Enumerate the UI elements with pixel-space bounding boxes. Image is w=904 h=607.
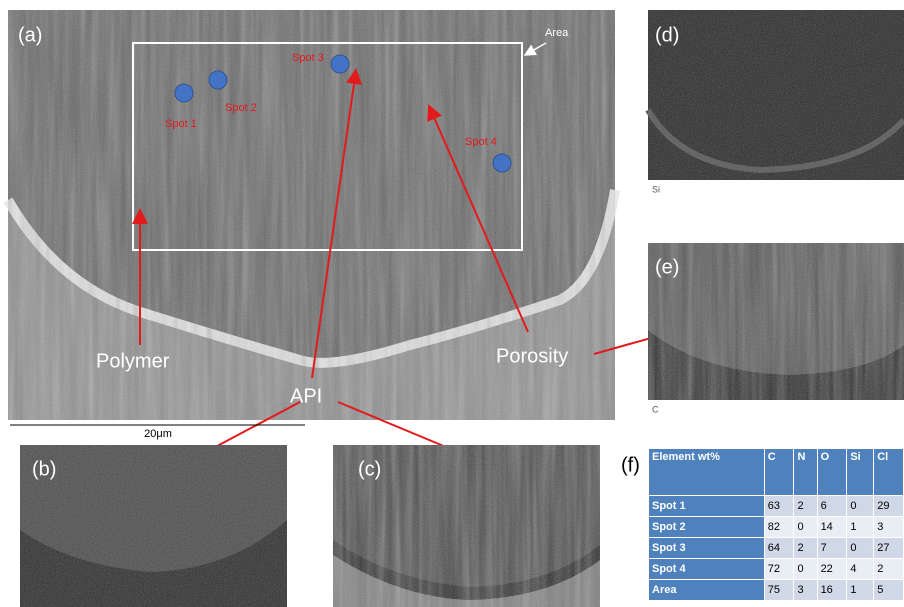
table-cell: 63 [764, 496, 794, 517]
table-cell: 1 [847, 517, 874, 538]
panel-label: (b) [32, 458, 56, 480]
table-cell: Spot 1 [649, 496, 765, 517]
table-cell: 16 [817, 580, 847, 601]
table-cell: Si [847, 449, 874, 496]
scale-label: 20μm [144, 428, 172, 440]
table-cell: 0 [847, 538, 874, 559]
table-cell: 75 [764, 580, 794, 601]
table-cell: Spot 3 [649, 538, 765, 559]
figure: (a) (d) (e) (b) (c) Polymer API Porosity… [0, 0, 904, 607]
panel-label: (e) [655, 256, 679, 278]
panel-label: (a) [18, 24, 42, 46]
annotation: API [290, 385, 322, 407]
table-cell: 1 [847, 580, 874, 601]
table-cell: 82 [764, 517, 794, 538]
table-cell: C [764, 449, 794, 496]
annotation: Polymer [96, 350, 170, 372]
spot-label: Spot 2 [225, 102, 257, 114]
table-cell: 14 [817, 517, 847, 538]
table-cell: 2 [794, 538, 817, 559]
table-cell: 2 [794, 496, 817, 517]
spot-label: Spot 4 [465, 136, 497, 148]
spot-label: Spot 3 [292, 52, 324, 64]
sem-image [648, 243, 904, 400]
panel-label: (f) [621, 454, 640, 476]
table-cell: O [817, 449, 847, 496]
table-cell: 4 [847, 559, 874, 580]
annotation: Porosity [496, 345, 568, 367]
table-cell: Cl [874, 449, 904, 496]
table-cell: 22 [817, 559, 847, 580]
table-cell: 72 [764, 559, 794, 580]
table-cell: Element wt% [649, 449, 765, 496]
sem-image [20, 445, 287, 607]
table-cell: Spot 4 [649, 559, 765, 580]
element-label: C [652, 404, 659, 414]
table-cell: 27 [874, 538, 904, 559]
table-cell: 3 [874, 517, 904, 538]
table-cell: 2 [874, 559, 904, 580]
table-cell: 6 [817, 496, 847, 517]
sem-image [648, 10, 904, 180]
table-cell: 0 [794, 517, 817, 538]
element-label: Si [652, 184, 660, 194]
table-cell: 29 [874, 496, 904, 517]
panel-label: (d) [655, 24, 679, 46]
table-cell: 5 [874, 580, 904, 601]
area-label: Area [545, 27, 569, 39]
table-cell: Spot 2 [649, 517, 765, 538]
table-cell: 0 [794, 559, 817, 580]
table-cell: Area [649, 580, 765, 601]
spot-label: Spot 1 [165, 118, 197, 130]
table-cell: 64 [764, 538, 794, 559]
panel-label: (c) [358, 458, 381, 480]
table-cell: N [794, 449, 817, 496]
table-cell: 3 [794, 580, 817, 601]
table-cell: 7 [817, 538, 847, 559]
table-cell: 0 [847, 496, 874, 517]
